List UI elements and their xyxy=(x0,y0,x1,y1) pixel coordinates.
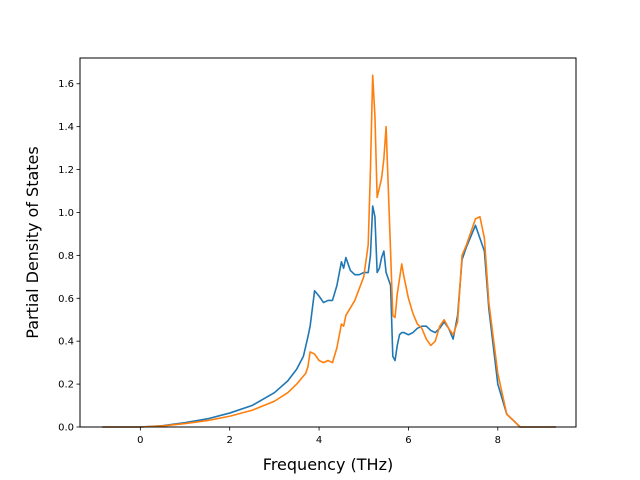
x-tick-label: 4 xyxy=(316,435,322,446)
x-tick-label: 6 xyxy=(405,435,411,446)
y-axis-label: Partial Density of States xyxy=(23,146,42,338)
x-tick-label: 0 xyxy=(137,435,143,446)
y-tick-label: 0.2 xyxy=(58,380,74,391)
series-layer xyxy=(102,74,556,428)
y-tick-label: 1.2 xyxy=(58,165,74,176)
y-tick-label: 1.0 xyxy=(58,208,74,219)
x-tick-label: 8 xyxy=(495,435,501,446)
y-tick-label: 0.4 xyxy=(58,337,74,348)
tick-layer: 0 2 4 6 8 0.0 0.2 0.4 0.6 0.8 1.0 1.2 1.4 1.6 xyxy=(58,79,501,446)
y-tick-label: 1.6 xyxy=(58,79,74,90)
plot-frame xyxy=(79,57,577,428)
y-tick-label: 0.6 xyxy=(58,294,74,305)
x-axis-label: Frequency (THz) xyxy=(263,455,393,474)
y-tick-label: 0.0 xyxy=(58,423,74,434)
y-tick-label: 0.8 xyxy=(58,251,74,262)
x-tick-label: 2 xyxy=(227,435,233,446)
series-line-2 xyxy=(102,74,556,428)
y-tick-label: 1.4 xyxy=(58,122,74,133)
